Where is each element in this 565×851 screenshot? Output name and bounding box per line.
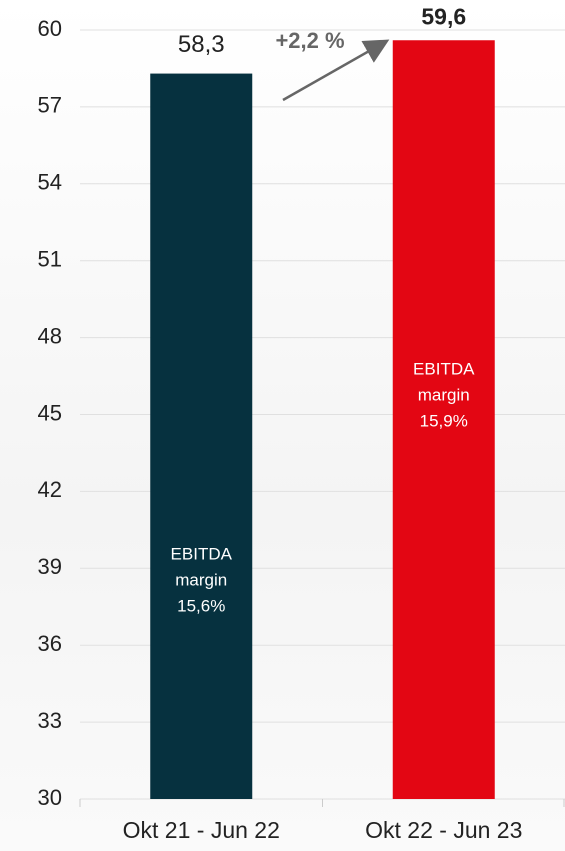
y-tick-label: 42 [38,477,62,502]
bar-inner-label: margin [418,385,470,404]
bar-inner-label: EBITDA [171,544,233,563]
growth-annotation: +2,2 % [275,28,344,53]
x-tick-label: Okt 22 - Jun 23 [365,817,522,843]
bar-inner-label: 15,6% [177,596,225,615]
y-tick-label: 60 [38,16,62,41]
bar [150,73,253,800]
bar-inner-label: margin [175,570,227,589]
y-tick-label: 39 [38,554,62,579]
y-tick-label: 57 [38,93,62,118]
growth-arrow [282,39,390,102]
y-tick-label: 36 [38,631,62,656]
y-tick-label: 51 [38,247,62,272]
value-label: 58,3 [178,31,225,58]
y-tick-label: 54 [38,170,62,195]
y-tick-label: 45 [38,400,62,425]
bar-inner-label: EBITDA [413,359,475,378]
bar-inner-label: 15,9% [420,411,468,430]
x-tick-label: Okt 21 - Jun 22 [123,817,280,843]
bar [392,40,495,799]
value-label: 59,6 [421,3,466,29]
y-tick-label: 30 [38,785,62,810]
y-tick-label: 33 [38,708,62,733]
y-tick-label: 48 [38,323,62,348]
